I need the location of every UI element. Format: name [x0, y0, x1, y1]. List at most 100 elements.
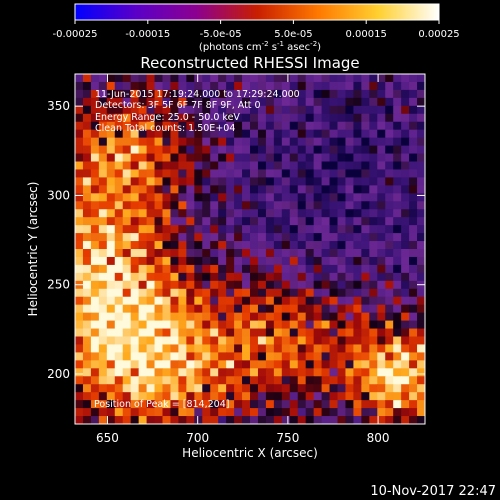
heatmap-cell [122, 233, 132, 242]
heatmap-cell [138, 320, 148, 330]
heatmap-cell [313, 272, 323, 282]
heatmap-cell [377, 384, 386, 393]
heatmap-cell [393, 121, 402, 131]
heatmap-cell [321, 169, 331, 179]
heatmap-cell [138, 201, 148, 210]
heatmap-cell [122, 217, 132, 226]
heatmap-cell [98, 105, 108, 115]
heatmap-cell [82, 368, 92, 377]
heatmap-cell [218, 169, 227, 179]
heatmap-cell [170, 280, 180, 290]
heatmap-cell [289, 328, 299, 338]
heatmap-cell [154, 288, 164, 298]
heatmap-cell [154, 384, 164, 393]
heatmap-cell [265, 177, 275, 186]
heatmap-cell [401, 137, 410, 147]
heatmap-cell [393, 97, 402, 107]
heatmap-cell [345, 249, 355, 258]
heatmap-cell [329, 376, 339, 385]
heatmap-cell [130, 408, 140, 417]
heatmap-cell [409, 209, 418, 218]
heatmap-cell [106, 217, 116, 226]
heatmap-cell [393, 113, 402, 123]
heatmap-cell [250, 360, 259, 369]
heatmap-cell [130, 177, 140, 186]
heatmap-cell [329, 320, 339, 330]
heatmap-cell [75, 121, 84, 131]
heatmap-cell [194, 113, 203, 123]
heatmap-cell [273, 328, 283, 338]
heatmap-cell [186, 97, 195, 107]
heatmap-cell [146, 241, 156, 250]
heatmap-cell [146, 153, 156, 163]
heatmap-cell [297, 376, 307, 385]
heatmap-cell [186, 360, 195, 369]
heatmap-cell [250, 137, 259, 147]
heatmap-cell [409, 153, 418, 163]
heatmap-cell [90, 81, 100, 91]
heatmap-cell [226, 209, 235, 218]
heatmap-cell [329, 193, 339, 202]
heatmap-cell [234, 225, 243, 234]
heatmap-cell [90, 89, 100, 99]
heatmap-cell [146, 264, 156, 274]
heatmap-cell [122, 137, 132, 147]
heatmap-cell [226, 400, 235, 409]
heatmap-cell [393, 169, 402, 179]
heatmap-cell [178, 360, 187, 369]
heatmap-cell [210, 81, 219, 91]
heatmap-cell [401, 264, 410, 274]
heatmap-cell [202, 209, 211, 218]
heatmap-cell [377, 296, 386, 306]
heatmap-cell [265, 376, 275, 385]
heatmap-cell [353, 137, 362, 147]
heatmap-cell [106, 89, 116, 99]
heatmap-cell [281, 241, 291, 250]
heatmap-cell [385, 193, 394, 202]
heatmap-cell [361, 304, 370, 314]
heatmap-cell [106, 384, 116, 393]
heatmap-cell [353, 161, 362, 171]
heatmap-cell [122, 360, 132, 369]
heatmap-cell [122, 256, 132, 266]
heatmap-cell [82, 145, 92, 155]
heatmap-cell [114, 201, 124, 210]
heatmap-cell [218, 384, 227, 393]
heatmap-cell [130, 201, 140, 210]
heatmap-cell [289, 113, 299, 123]
heatmap-cell [289, 177, 299, 186]
heatmap-cell [210, 121, 219, 131]
heatmap-cell [98, 249, 108, 258]
heatmap-cell [313, 81, 323, 91]
heatmap-cell [250, 105, 259, 115]
heatmap-cell [202, 280, 211, 290]
heatmap-cell [122, 272, 132, 282]
heatmap-cell [273, 113, 283, 123]
heatmap-cell [202, 344, 211, 354]
heatmap-cell [321, 352, 331, 361]
heatmap-cell [138, 392, 148, 401]
heatmap-cell [305, 368, 315, 377]
heatmap-cell [337, 137, 347, 147]
heatmap-cell [297, 169, 307, 179]
heatmap-cell [234, 89, 243, 99]
heatmap-cell [393, 129, 402, 139]
heatmap-cell [162, 241, 172, 250]
heatmap-cell [98, 296, 108, 306]
heatmap-cell [82, 384, 92, 393]
heatmap-cell [257, 296, 267, 306]
heatmap-cell [130, 153, 140, 163]
heatmap-cell [321, 384, 331, 393]
heatmap-cell [90, 328, 100, 338]
heatmap-cell [106, 344, 116, 354]
heatmap-cell [289, 304, 299, 314]
heatmap-cell [345, 376, 355, 385]
heatmap-cell [226, 129, 235, 139]
heatmap-cell [337, 272, 347, 282]
heatmap-cell [337, 256, 347, 266]
heatmap-cell [417, 169, 425, 179]
heatmap-cell [114, 264, 124, 274]
heatmap-cell [369, 312, 378, 322]
heatmap-cell [305, 129, 315, 139]
heatmap-cell [377, 249, 386, 258]
